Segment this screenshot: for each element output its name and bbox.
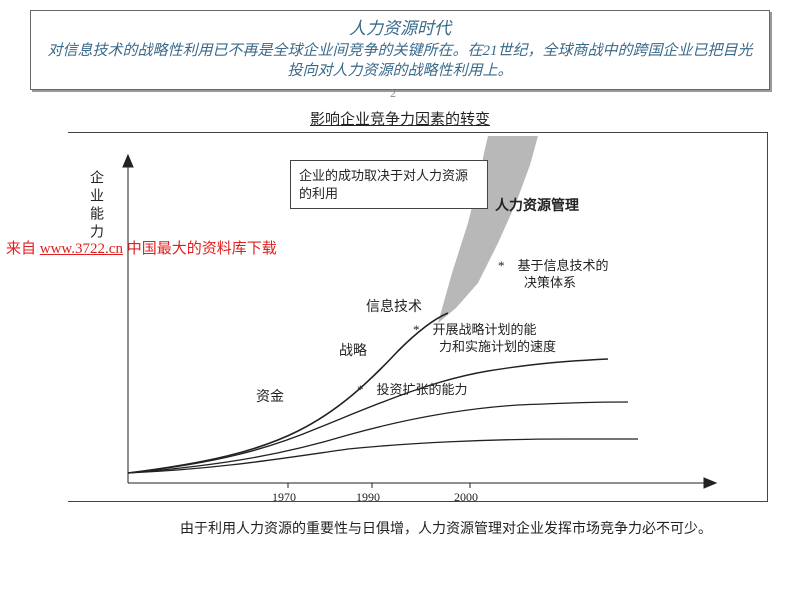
xtick-2000: 2000 <box>454 490 478 505</box>
watermark-prefix: 来自 <box>6 241 40 257</box>
footer-text: 由于利用人力资源的重要性与日俱增，人力资源管理对企业发挥市场竞争力必不可少。 <box>180 520 740 540</box>
watermark-text: 来自 www.3722.cn 中国最大的资料库下载 <box>6 237 277 258</box>
page-number: 2 <box>390 86 396 101</box>
chart-subtitle: 影响企业竞争力因素的转变 <box>0 108 800 129</box>
note-cap: * 投资扩张的能力 <box>357 382 468 399</box>
label-cap: 资金 <box>256 386 284 406</box>
callout-box: 企业的成功取决于对人力资源的利用 <box>290 160 488 209</box>
header-body: 对信息技术的战略性利用已不再是全球企业间竞争的关键所在。在21世纪，全球商战中的… <box>41 41 759 82</box>
curve-it <box>128 359 608 473</box>
header-box: 人力资源时代 对信息技术的战略性利用已不再是全球企业间竞争的关键所在。在21世纪… <box>30 10 770 90</box>
label-strat: 战略 <box>339 340 367 360</box>
xtick-1990: 1990 <box>356 490 380 505</box>
label-hr: 人力资源管理 <box>495 195 579 215</box>
curve-cap <box>128 439 638 473</box>
label-it: 信息技术 <box>366 296 422 316</box>
note-strat: * 开展战略计划的能 力和实施计划的速度 <box>413 322 556 356</box>
header-title: 人力资源时代 <box>41 17 759 41</box>
y-axis-label: 企业能力 <box>85 170 105 242</box>
x-ticks-marks <box>288 483 470 488</box>
watermark-suffix: 中国最大的资料库下载 <box>123 241 277 257</box>
xtick-1970: 1970 <box>272 490 296 505</box>
note-it: * 基于信息技术的 决策体系 <box>498 258 609 292</box>
watermark-link[interactable]: www.3722.cn <box>40 241 123 257</box>
